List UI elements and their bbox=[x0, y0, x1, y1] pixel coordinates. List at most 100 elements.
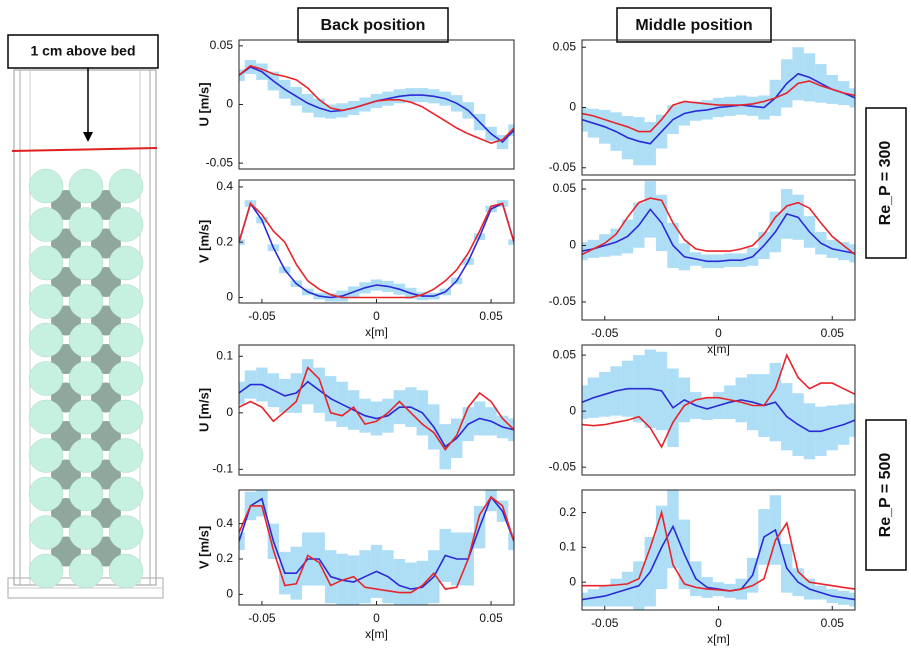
y-axis-label: U [m/s] bbox=[196, 82, 211, 126]
sphere bbox=[28, 322, 64, 358]
data-line bbox=[239, 64, 514, 145]
data-line bbox=[582, 208, 855, 263]
sphere bbox=[108, 245, 144, 281]
sphere bbox=[108, 399, 144, 435]
y-tick-label: 0.2 bbox=[559, 505, 576, 519]
y-tick-label: 0 bbox=[226, 405, 233, 419]
sphere bbox=[108, 168, 144, 204]
y-axis-label: U [m/s] bbox=[196, 388, 211, 432]
error-band bbox=[849, 403, 855, 437]
y-tick-label: -0.1 bbox=[212, 462, 233, 476]
y-tick-label: 0.05 bbox=[553, 347, 577, 361]
x-tick-label: -0.05 bbox=[248, 611, 276, 625]
data-line bbox=[239, 202, 514, 299]
sphere bbox=[28, 438, 64, 473]
data-line bbox=[239, 201, 514, 299]
data-line bbox=[582, 387, 855, 433]
sphere bbox=[28, 515, 64, 550]
x-tick-label: 0 bbox=[373, 611, 380, 625]
error-band bbox=[508, 239, 514, 245]
sphere bbox=[28, 168, 64, 204]
subplot: -0.05 0 0.05 bbox=[549, 344, 856, 476]
data-line bbox=[239, 495, 514, 594]
sphere bbox=[28, 207, 64, 242]
measurement-line bbox=[11, 147, 158, 152]
sphere bbox=[68, 438, 104, 473]
sphere bbox=[68, 245, 104, 281]
y-tick-label: 0.2 bbox=[216, 234, 233, 248]
sphere bbox=[68, 361, 104, 396]
sphere bbox=[28, 476, 64, 512]
header-box bbox=[297, 7, 449, 43]
y-tick-label: 0.1 bbox=[559, 540, 576, 554]
data-line bbox=[582, 197, 855, 256]
plot-area bbox=[239, 359, 514, 470]
sphere bbox=[108, 438, 144, 473]
y-tick-label: 0 bbox=[569, 574, 576, 588]
sphere bbox=[68, 476, 104, 512]
error-band bbox=[667, 490, 679, 569]
sphere bbox=[108, 322, 144, 358]
error-band bbox=[239, 532, 245, 551]
error-band bbox=[582, 385, 588, 419]
error-band bbox=[849, 88, 855, 108]
axes-frame bbox=[581, 344, 856, 476]
bed-label: 1 cm above bed bbox=[30, 43, 135, 59]
sphere bbox=[108, 515, 144, 550]
x-tick-label: 0.05 bbox=[821, 616, 845, 630]
y-tick-label: 0.05 bbox=[553, 181, 577, 195]
data-line bbox=[239, 380, 514, 448]
sphere bbox=[108, 284, 144, 319]
column-title: Back position bbox=[321, 17, 426, 34]
sphere bbox=[108, 553, 144, 589]
y-tick-label: 0.1 bbox=[216, 348, 233, 362]
subplot: -0.05 0 0.05 U [m/s] bbox=[196, 38, 515, 170]
y-tick-label: 0 bbox=[226, 290, 233, 304]
y-tick-label: 0.2 bbox=[216, 551, 233, 565]
data-line bbox=[239, 366, 514, 451]
error-band bbox=[582, 107, 588, 132]
sphere bbox=[68, 284, 104, 319]
data-line bbox=[582, 353, 855, 449]
header-box bbox=[616, 7, 772, 43]
error-band bbox=[416, 560, 429, 605]
sphere bbox=[28, 284, 64, 319]
sphere bbox=[108, 207, 144, 242]
subplot: -0.1 0 0.1 U [m/s] bbox=[196, 344, 515, 476]
sphere bbox=[68, 399, 104, 435]
error-band bbox=[336, 553, 348, 605]
plot-area bbox=[239, 59, 514, 150]
sphere bbox=[28, 399, 64, 435]
subplot: 0 0.2 0.4 -0.05 0 0.05 x[m] V [m/s] bbox=[196, 179, 515, 339]
sphere bbox=[28, 361, 64, 396]
row-label: Re_P = 500 bbox=[877, 453, 894, 538]
error-band bbox=[485, 490, 497, 512]
x-tick-label: 0.05 bbox=[479, 611, 503, 625]
x-axis-label: x[m] bbox=[707, 342, 730, 356]
sphere bbox=[108, 361, 144, 396]
error-band bbox=[347, 555, 360, 605]
data-line bbox=[582, 509, 855, 592]
subplot: -0.05 0 0.05 bbox=[549, 39, 856, 176]
sphere bbox=[68, 207, 104, 242]
sphere bbox=[108, 476, 144, 512]
row-label-box bbox=[865, 107, 907, 259]
y-tick-label: 0.4 bbox=[216, 516, 233, 530]
y-tick-label: -0.05 bbox=[549, 160, 577, 174]
row-label: Re_P = 300 bbox=[877, 141, 894, 226]
sphere bbox=[28, 553, 64, 589]
data-line bbox=[582, 80, 855, 133]
x-tick-label: 0.05 bbox=[821, 326, 845, 340]
column-title: Middle position bbox=[635, 17, 752, 34]
subplot: -0.05 0 0.05 -0.05 0 0.05 x[m] bbox=[549, 179, 856, 356]
label-box bbox=[7, 34, 159, 69]
y-tick-label: -0.05 bbox=[549, 294, 577, 308]
sphere bbox=[28, 245, 64, 281]
error-band bbox=[393, 559, 406, 605]
y-tick-label: -0.05 bbox=[206, 155, 234, 169]
error-band bbox=[405, 562, 417, 605]
plot-area bbox=[582, 181, 855, 271]
y-tick-label: 0 bbox=[226, 587, 233, 601]
row-label-box bbox=[865, 419, 907, 571]
